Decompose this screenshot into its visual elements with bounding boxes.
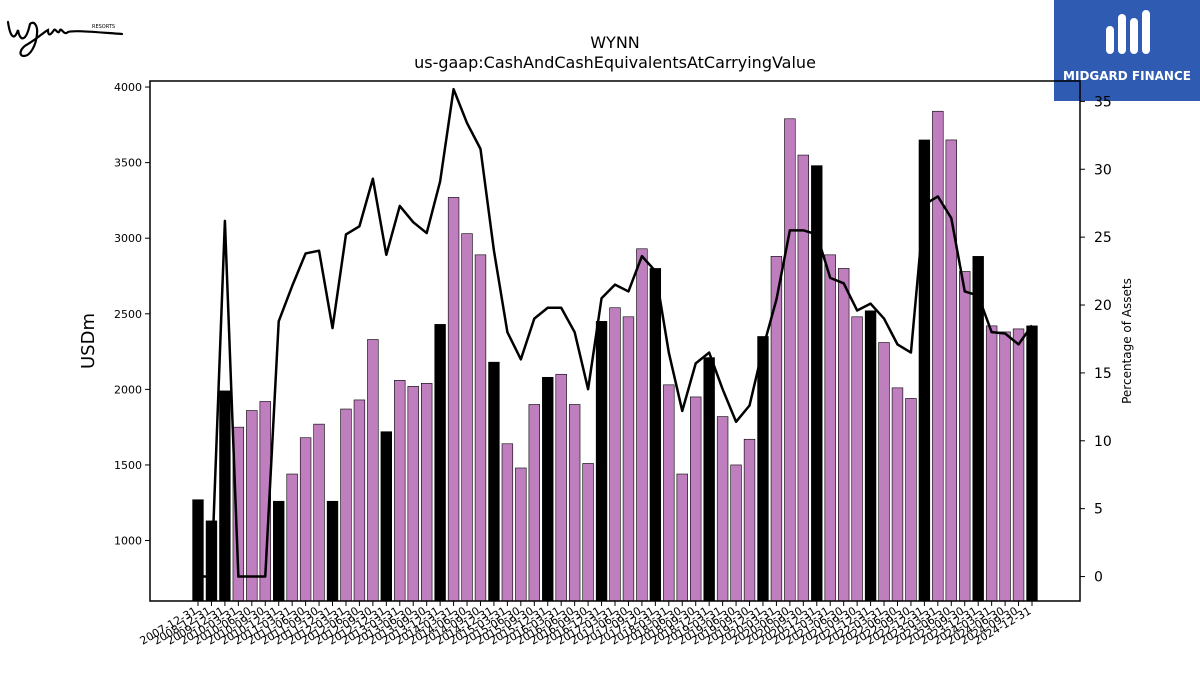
bar <box>770 256 783 602</box>
bar <box>743 438 756 602</box>
bar <box>488 361 500 602</box>
bar <box>246 410 258 602</box>
bar <box>811 165 823 602</box>
bar <box>501 443 514 602</box>
bar <box>703 357 715 602</box>
bar <box>542 376 554 602</box>
y2-axis-label: Percentage of Assets <box>1120 278 1134 404</box>
y2-tick-label: 20 <box>1094 298 1112 314</box>
bar <box>434 324 446 602</box>
bar <box>461 233 473 602</box>
bar <box>528 404 540 602</box>
y2-tick-label: 25 <box>1094 230 1112 246</box>
midgard-finance-logo: MIDGARD FINANCE <box>1054 0 1200 101</box>
bar <box>891 387 904 602</box>
bar <box>985 325 998 602</box>
bar <box>878 342 890 602</box>
y-tick-label: 2000 <box>114 383 142 396</box>
bar <box>609 307 621 602</box>
bar <box>447 197 460 602</box>
midgard-mark-icon <box>1106 10 1150 54</box>
midgard-finance-name: MIDGARD FINANCE <box>1063 69 1191 83</box>
bar <box>945 139 957 602</box>
y-axis-label: USDm <box>78 313 99 369</box>
bar <box>299 437 312 602</box>
bar <box>851 316 863 602</box>
bar <box>636 248 648 602</box>
bar <box>824 254 836 602</box>
bar <box>582 463 594 602</box>
bar <box>784 118 796 602</box>
bar <box>649 268 662 602</box>
bar <box>353 399 366 602</box>
y-tick-label: 3500 <box>114 157 142 170</box>
y2-tick-label: 10 <box>1094 434 1112 450</box>
bar <box>515 467 527 602</box>
bar <box>676 473 688 602</box>
bar <box>663 384 675 602</box>
bar <box>420 383 433 602</box>
bar <box>999 331 1011 602</box>
bar <box>932 110 944 602</box>
bar <box>286 473 298 602</box>
y-tick-label: 4000 <box>114 81 142 94</box>
bar <box>864 310 877 602</box>
bar <box>273 500 285 602</box>
bar <box>555 373 567 602</box>
bar <box>959 271 971 602</box>
bar <box>1012 328 1025 602</box>
bar <box>690 396 702 602</box>
bar <box>367 339 379 602</box>
bar <box>326 500 339 602</box>
bar <box>313 423 325 602</box>
bar <box>568 404 581 602</box>
bar <box>219 390 231 602</box>
bar <box>797 154 810 602</box>
bar <box>474 254 487 602</box>
bar <box>394 379 406 602</box>
bar <box>716 416 729 602</box>
bar <box>622 316 635 602</box>
y-tick-label: 1500 <box>114 459 142 472</box>
bar <box>407 386 419 602</box>
bar <box>192 499 204 602</box>
bar <box>1026 325 1038 602</box>
bar <box>757 336 769 602</box>
y2-tick-label: 15 <box>1094 366 1112 382</box>
wynn-script-mark: RESORTS <box>6 20 124 58</box>
y2-tick-label: 0 <box>1094 570 1103 586</box>
bar <box>340 408 352 602</box>
bar <box>730 464 742 602</box>
y2-tick-label: 30 <box>1094 162 1112 178</box>
chart-title: WYNN <box>590 33 640 52</box>
wynn-tagline: RESORTS <box>92 24 115 30</box>
bar <box>380 431 393 602</box>
y-tick-label: 3000 <box>114 232 142 245</box>
bar <box>905 398 917 602</box>
y2-tick-label: 35 <box>1094 94 1112 110</box>
chart-subtitle: us-gaap:CashAndCashEquivalentsAtCarrying… <box>414 53 816 72</box>
plot-area: 1000 1500 2000 2500 3000 3500 4000 0 5 10 15 20 25 30… <box>114 80 1112 648</box>
y2-tick-label: 5 <box>1094 502 1103 518</box>
percentage-line <box>198 87 1034 578</box>
y-tick-label: 2500 <box>114 308 142 321</box>
bar <box>595 321 608 602</box>
y-tick-label: 1000 <box>114 535 142 548</box>
wynn-resorts-logo: RESORTS <box>4 6 128 60</box>
bar <box>837 268 850 602</box>
